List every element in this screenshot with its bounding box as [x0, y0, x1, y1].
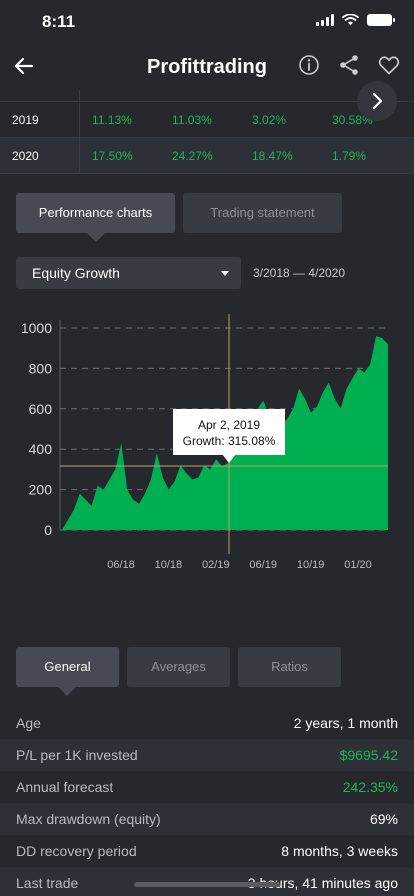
- list-item: Max drawdown (equity) 69%: [0, 803, 414, 835]
- stat-value: 3 hours, 41 minutes ago: [247, 875, 398, 891]
- period-value: 24.27%: [172, 149, 213, 163]
- signal-icon: [316, 14, 334, 26]
- tooltip-date: Apr 2, 2019: [198, 418, 260, 432]
- general-stats-list: Age 2 years, 1 month P/L per 1K invested…: [0, 707, 414, 896]
- year-label: 2019: [12, 113, 39, 127]
- period-value: 3.02%: [252, 113, 287, 127]
- tab-ratios[interactable]: Ratios: [238, 647, 341, 687]
- period-value: 11.13%: [92, 113, 132, 127]
- x-tick-label: 10/19: [297, 559, 325, 571]
- stat-label: DD recovery period: [16, 843, 137, 859]
- nav-bar: Profittrading: [0, 44, 414, 90]
- list-item: P/L per 1K invested $9695.42: [0, 739, 414, 771]
- y-tick-label: 800: [29, 360, 53, 376]
- x-tick-label: 01/20: [344, 559, 372, 571]
- tooltip-label: Growth: 315.08%: [183, 434, 276, 448]
- tooltip-pointer: [222, 454, 236, 463]
- wifi-icon: [342, 14, 359, 26]
- list-item: Last trade 3 hours, 41 minutes ago: [0, 867, 414, 896]
- table-row: 2020 17.50% 24.27% 18.47% 1.79%: [0, 138, 414, 174]
- period-value: 18.47%: [252, 149, 293, 163]
- x-tick-label: 02/19: [202, 559, 230, 571]
- period-value: 17.50%: [92, 149, 133, 163]
- chart-type-select[interactable]: Equity Growth: [16, 257, 241, 289]
- list-item: Annual forecast 242.35%: [0, 771, 414, 803]
- x-tick-label: 10/18: [155, 559, 183, 571]
- stat-label: P/L per 1K invested: [16, 747, 138, 763]
- stat-value: 69%: [369, 811, 398, 827]
- stat-value: 8 months, 3 weeks: [281, 843, 398, 859]
- x-tick-label: 06/18: [107, 559, 135, 571]
- equity-area: [62, 336, 388, 530]
- year-label: 2020: [12, 149, 39, 163]
- status-icons: [316, 14, 395, 26]
- period-value: 30.58%: [332, 113, 373, 127]
- stat-value: 2 years, 1 month: [293, 715, 398, 731]
- period-value: 11.03%: [172, 113, 212, 127]
- scroll-right-button[interactable]: [357, 81, 397, 121]
- period-value: 1.79%: [332, 149, 367, 163]
- y-tick-label: 600: [29, 401, 53, 417]
- tab-trading-statement[interactable]: Trading statement: [183, 193, 342, 233]
- share-icon[interactable]: [337, 53, 361, 77]
- y-tick-label: 1000: [21, 320, 52, 336]
- heart-icon[interactable]: [377, 53, 401, 77]
- table-row: [0, 90, 414, 102]
- y-tick-label: 0: [44, 522, 52, 538]
- y-tick-label: 200: [29, 482, 53, 498]
- tab-averages[interactable]: Averages: [127, 647, 230, 687]
- x-tick-label: 06/19: [249, 559, 277, 571]
- stat-label: Last trade: [16, 875, 79, 891]
- tab-general[interactable]: General: [16, 647, 119, 687]
- stat-value: 242.35%: [342, 779, 398, 795]
- table-row: 2019 11.13% 11.03% 3.02% 30.58%: [0, 102, 414, 138]
- tab-pointer: [87, 233, 105, 242]
- battery-icon: [367, 14, 395, 26]
- stat-label: Age: [16, 715, 41, 731]
- y-tick-label: 400: [29, 441, 53, 457]
- tooltip-box: [173, 409, 285, 455]
- tab-pointer: [58, 687, 76, 696]
- info-icon[interactable]: [297, 53, 321, 77]
- back-arrow-icon[interactable]: [12, 54, 36, 78]
- date-range: 3/2018 — 4/2020: [253, 266, 346, 280]
- equity-growth-chart[interactable]: 0 200 400 600 800 1000 06/18 10/18 02/19 06/19 10/…: [0, 310, 414, 580]
- list-item: DD recovery period 8 months, 3 weeks: [0, 835, 414, 867]
- page-title: Profittrading: [147, 56, 267, 78]
- stat-label: Max drawdown (equity): [16, 811, 161, 827]
- status-bar: 8:11: [0, 0, 414, 44]
- yearly-stats-table: 2019 11.13% 11.03% 3.02% 30.58% 2020 17.…: [0, 90, 414, 174]
- tab-performance-charts[interactable]: Performance charts: [16, 193, 175, 233]
- stat-value: $9695.42: [339, 747, 398, 763]
- chevron-down-icon: [221, 271, 229, 276]
- chart-type-label: Equity Growth: [32, 265, 120, 281]
- list-item: Age 2 years, 1 month: [0, 707, 414, 739]
- status-time: 8:11: [42, 12, 76, 31]
- home-indicator: [134, 882, 280, 887]
- stat-label: Annual forecast: [16, 779, 114, 795]
